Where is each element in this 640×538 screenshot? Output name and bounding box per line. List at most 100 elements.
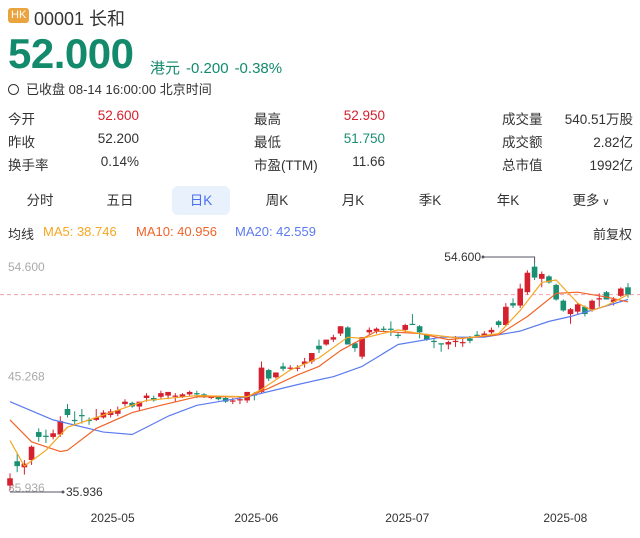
stat-value: 51.750 [343, 131, 385, 146]
candle-body [265, 370, 272, 379]
tab-label: 月K [341, 193, 365, 208]
candle-body [337, 326, 344, 334]
candle-body [50, 433, 56, 437]
chevron-down-icon: ∨ [599, 197, 610, 208]
candle-body [186, 391, 193, 395]
candle-body [517, 288, 524, 306]
candle-body [582, 306, 588, 315]
candle-body [452, 340, 459, 343]
candle-body [79, 415, 85, 417]
candle-body [201, 394, 207, 396]
candle-body [93, 417, 100, 420]
ma10-value: MA10: 40.956 [136, 224, 217, 239]
stock-title: 00001 长和 [34, 9, 126, 29]
candle-body [589, 300, 595, 310]
x-tick-label: 2025-08 [543, 511, 588, 525]
candle-body [352, 343, 358, 349]
candle-body [423, 334, 430, 340]
tab-1[interactable]: 五日 [91, 186, 149, 215]
candle-body [467, 338, 473, 341]
candle-body [165, 391, 171, 396]
candle-body [43, 435, 49, 437]
candle-body [14, 461, 20, 467]
candle-body [445, 342, 452, 345]
tab-6[interactable]: 年K [479, 186, 537, 215]
stat-label: 市盈(TTM) [254, 158, 318, 173]
currency: 港元 [150, 60, 181, 77]
kline-chart[interactable]: 54.600 45.268 35.936 54.600 35.936 [0, 250, 640, 510]
candle-body [596, 298, 603, 300]
market-status: 已收盘 08-14 16:00:00 北京时间 [8, 79, 212, 98]
stat-label: 昨收 [8, 135, 35, 150]
candle-body [510, 303, 516, 306]
stat-value: 540.51万股 [564, 112, 633, 127]
candle-body [373, 328, 380, 332]
candle-body [64, 408, 71, 416]
x-tick-label: 2025-07 [385, 511, 430, 525]
stat-value: 52.200 [97, 131, 139, 146]
candle-body [194, 393, 200, 395]
candle-body [28, 446, 35, 461]
stat-value: 52.950 [343, 108, 385, 123]
candle-body [388, 328, 394, 330]
candle-body [359, 337, 365, 357]
candle-body [625, 287, 631, 295]
stat-value: 1992亿 [589, 158, 633, 173]
tab-3[interactable]: 周K [248, 186, 306, 215]
candle-body [273, 372, 279, 378]
tab-label: 季K [418, 193, 442, 208]
candle-body [136, 401, 143, 407]
candle-body [323, 339, 329, 345]
candle-body [380, 328, 387, 330]
min-price-label: 35.936 [66, 485, 103, 499]
stat-label: 换手率 [8, 158, 49, 173]
candle-body [488, 329, 495, 333]
stat-label: 成交量 [502, 112, 543, 127]
max-price-label: 54.600 [444, 250, 481, 264]
tab-0[interactable]: 分时 [11, 186, 69, 215]
candle-body [294, 367, 301, 369]
candle-body [567, 309, 574, 315]
candle-body [531, 266, 538, 278]
candle-body [172, 395, 179, 397]
candle-body [158, 393, 164, 397]
ma20-line [9, 298, 629, 436]
ma20-value: MA20: 42.559 [235, 224, 316, 239]
candle-body [481, 333, 488, 336]
y-tick-label: 35.936 [8, 481, 45, 495]
candle-body [344, 327, 351, 345]
ma5-value: MA5: 38.746 [43, 224, 117, 239]
stat-label: 最高 [254, 112, 281, 127]
price-change: 港元 -0.200 -0.38% [150, 57, 288, 78]
candle-body [438, 343, 444, 345]
tab-label: 周K [265, 193, 289, 208]
candle-body [560, 300, 567, 311]
tab-label: 五日 [106, 193, 134, 208]
stat-value: 2.82亿 [593, 135, 633, 150]
candle-body [330, 337, 337, 340]
tab-5[interactable]: 季K [401, 186, 459, 215]
candle-body [143, 395, 150, 399]
candle-body [553, 284, 559, 300]
candle-body [57, 421, 64, 435]
ma-label: 均线 [8, 227, 35, 242]
y-tick-label: 54.600 [8, 260, 45, 274]
candle-body [495, 321, 502, 326]
candle-body [503, 306, 509, 326]
candle-body [287, 367, 294, 369]
stat-label: 总市值 [502, 158, 543, 173]
stat-value: 11.66 [352, 154, 385, 169]
status-text: 已收盘 08-14 16:00:00 北京时间 [26, 82, 212, 97]
candle-body [610, 299, 617, 302]
tab-7[interactable]: 更多 ∨ [562, 186, 620, 215]
max-marker-dot [481, 255, 485, 259]
min-marker-dot [61, 490, 65, 494]
tab-4[interactable]: 月K [324, 186, 382, 215]
tab-2[interactable]: 日K [172, 186, 230, 215]
candle-body [114, 410, 121, 414]
candle-body [459, 342, 466, 344]
candle-body [431, 340, 437, 343]
candle-body [229, 400, 236, 402]
tab-label: 日K [189, 193, 213, 208]
adjust-toggle[interactable]: 前复权 [592, 227, 632, 242]
